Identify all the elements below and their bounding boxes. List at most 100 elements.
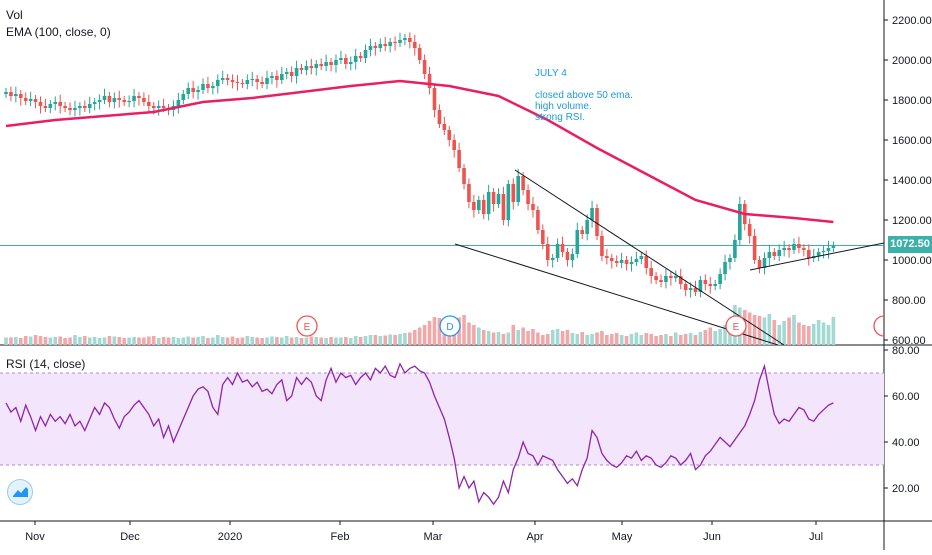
- volume-bar: [18, 338, 23, 345]
- volume-bar: [137, 337, 141, 345]
- candle-body: [664, 276, 668, 282]
- volume-bar: [73, 335, 77, 345]
- volume-bar: [797, 322, 801, 345]
- volume-bar: [605, 335, 609, 345]
- volume-bar: [373, 335, 378, 345]
- candle-body: [678, 276, 683, 284]
- candle-body: [698, 280, 703, 292]
- tradingview-logo-icon[interactable]: [7, 479, 33, 505]
- candle-body: [87, 104, 92, 108]
- candle-body: [634, 259, 639, 262]
- volume-bar: [215, 335, 220, 345]
- candle-body: [353, 56, 358, 62]
- volume-bar: [481, 330, 486, 345]
- candle-body: [127, 101, 131, 102]
- candle-body: [398, 40, 402, 43]
- volume-bar: [260, 338, 264, 345]
- candle-body: [363, 50, 368, 58]
- candle-body: [762, 258, 767, 268]
- candle-body: [575, 230, 580, 254]
- candle-body: [284, 72, 289, 74]
- volume-bar: [68, 337, 72, 345]
- volume-bar: [669, 336, 673, 345]
- volume-bar: [294, 337, 299, 345]
- candle-body: [619, 260, 624, 263]
- candle-body: [83, 106, 87, 108]
- volume-bar: [53, 337, 58, 345]
- volume-bar: [97, 338, 102, 345]
- volume-bar: [284, 336, 289, 345]
- candle-body: [206, 84, 210, 88]
- candle-body: [688, 288, 693, 290]
- volume-bar: [723, 325, 727, 345]
- time-tick-label: Jul: [809, 531, 823, 543]
- volume-bar: [83, 336, 87, 345]
- candle-body: [102, 96, 107, 100]
- candle-body: [275, 76, 279, 80]
- candle-body: [541, 230, 545, 244]
- volume-bar: [570, 333, 575, 345]
- event-marker-partial: [873, 315, 885, 337]
- candle-body: [728, 258, 732, 262]
- rsi-line: [5, 362, 834, 506]
- candle-body: [767, 252, 772, 258]
- event-marker-label: E: [304, 322, 311, 333]
- candle-body: [703, 280, 708, 284]
- volume-bar: [693, 335, 698, 345]
- candle-body: [245, 80, 250, 84]
- volume-bar: [437, 318, 442, 345]
- candle-body: [447, 130, 452, 140]
- price-legend: Vol EMA (100, close, 0): [6, 7, 111, 41]
- volume-bar: [142, 337, 146, 345]
- volume-bar: [112, 336, 117, 345]
- candle-body: [792, 244, 796, 250]
- volume-bar: [767, 314, 772, 345]
- ema-line: [5, 79, 834, 224]
- event-marker: [296, 315, 318, 337]
- volume-bar: [127, 337, 131, 345]
- volume-bar: [353, 336, 358, 345]
- event-marker: [725, 315, 747, 337]
- volume-bar: [4, 337, 8, 345]
- volume-bar: [378, 336, 383, 345]
- volume-bar: [324, 338, 328, 345]
- candle-body: [137, 96, 141, 98]
- candle-body: [329, 62, 333, 65]
- candle-body: [669, 276, 673, 278]
- volume-bar: [319, 337, 323, 345]
- volume-bar: [609, 334, 614, 345]
- candle-body: [378, 44, 383, 48]
- rsi-tick-label: 80.00: [892, 345, 920, 357]
- volume-bar: [772, 320, 777, 345]
- volume-bar: [698, 332, 703, 345]
- candle-body: [348, 62, 353, 64]
- volume-bar: [289, 337, 294, 345]
- candle-body: [270, 76, 274, 78]
- candle-body: [408, 38, 412, 42]
- volume-bar: [63, 338, 67, 345]
- candle-body: [220, 78, 225, 80]
- candle-body: [304, 66, 309, 70]
- candle-body: [43, 106, 48, 108]
- trendline-lower: [454, 243, 779, 346]
- volume-bar: [619, 335, 624, 345]
- candle-body: [156, 106, 161, 108]
- candle-body: [683, 284, 688, 290]
- volume-bar: [575, 334, 580, 345]
- volume-bar: [403, 333, 407, 345]
- candle-body: [235, 82, 240, 83]
- volume-bar: [265, 337, 269, 345]
- trendline-support: [749, 242, 885, 271]
- candle-body: [595, 208, 599, 236]
- candle-body: [644, 256, 649, 268]
- volume-bar: [644, 333, 649, 345]
- volume-bar: [462, 315, 466, 345]
- candle-body: [92, 102, 97, 104]
- volume-bar: [122, 338, 126, 345]
- volume-bar: [23, 336, 28, 345]
- volume-bar: [43, 337, 48, 345]
- volume-bar: [811, 324, 816, 345]
- volume-bar: [147, 336, 151, 345]
